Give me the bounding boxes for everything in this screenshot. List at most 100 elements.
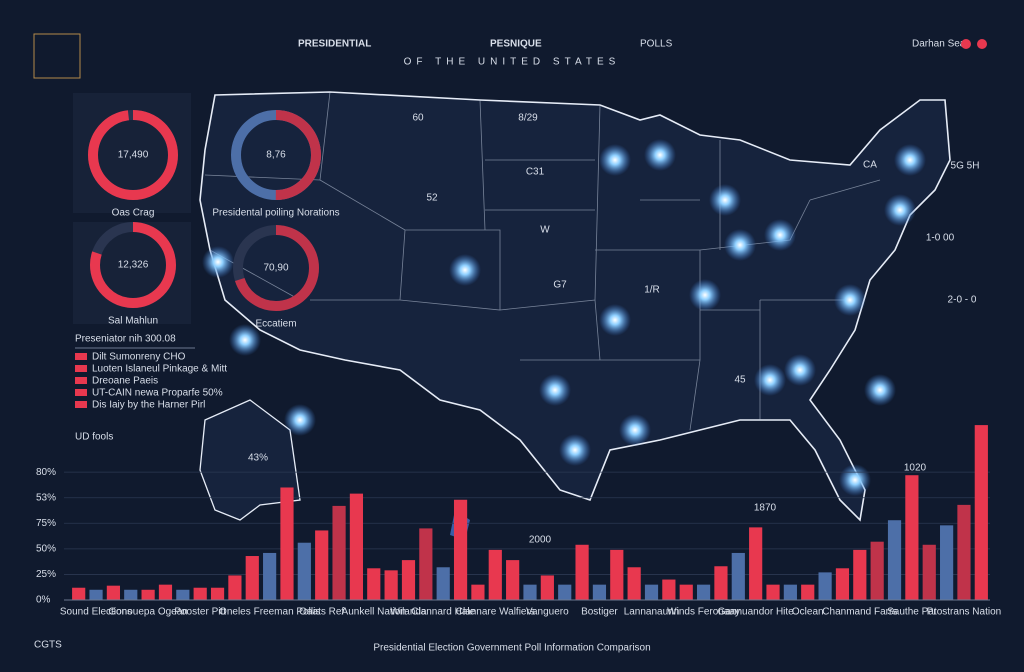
bar — [453, 499, 468, 600]
title: PESNIQUE — [490, 39, 542, 50]
city-glow — [599, 144, 631, 176]
donut-label: Oas Crag — [112, 208, 155, 219]
bar — [280, 487, 294, 600]
city-glow — [884, 194, 916, 226]
y-tick-label: 50% — [36, 543, 56, 554]
bar — [419, 528, 433, 600]
map-label: 45 — [734, 375, 746, 386]
bar — [662, 579, 676, 600]
title: PRESIDENTIAL — [298, 39, 371, 50]
bar — [731, 552, 745, 600]
bar — [210, 587, 225, 600]
legend-swatch — [75, 389, 87, 396]
x-tick-label: Bostiger — [581, 607, 618, 618]
bar — [141, 589, 155, 600]
y-tick-label: 0% — [36, 595, 51, 606]
city-glow — [724, 229, 756, 261]
bar — [558, 584, 572, 600]
bar — [801, 584, 815, 600]
x-tick-label: Vanguero — [526, 607, 569, 618]
donut-value: 12,326 — [118, 260, 149, 271]
bar — [592, 584, 607, 600]
legend-text: UT-CAIN newa Proparfe 50% — [92, 388, 223, 399]
map-label: 60 — [412, 113, 424, 124]
legend-text: Luoten Islaneul Pinkage & Mitt — [92, 364, 227, 375]
bar — [72, 587, 86, 600]
legend-text: Dis Iaiy by the Harner Pirl — [92, 400, 205, 411]
bar — [853, 549, 867, 600]
donut-label: Eccatiem — [255, 319, 296, 330]
map — [199, 91, 951, 540]
y-tick-label: 53% — [36, 492, 56, 503]
bar — [193, 587, 207, 600]
city-glow — [202, 246, 234, 278]
map-label: G7 — [553, 280, 567, 291]
dot — [961, 39, 971, 49]
map-label: 1-0 00 — [926, 233, 955, 244]
x-tick-label: Clannare Walfiers — [456, 607, 535, 618]
bar — [176, 589, 190, 600]
map-label: C31 — [526, 167, 545, 178]
y-tick-label: 80% — [36, 467, 56, 478]
bar — [957, 504, 971, 600]
donut-arc — [233, 225, 319, 311]
city-glow — [784, 354, 816, 386]
footer-note: Presidential Election Government Poll In… — [373, 643, 650, 654]
x-tick-label: Wilanda — [390, 607, 427, 618]
bar — [315, 530, 329, 600]
bar — [940, 525, 954, 600]
legend-swatch — [75, 401, 87, 408]
city-glow — [894, 144, 926, 176]
map-label: W — [540, 225, 550, 236]
city-glow — [644, 139, 676, 171]
bar — [627, 567, 641, 600]
bar — [297, 542, 311, 600]
annotation: 2000 — [529, 535, 552, 546]
donut-value: 70,90 — [263, 263, 288, 274]
legend-swatch — [75, 365, 87, 372]
map-label: 52 — [426, 193, 438, 204]
city-glow — [229, 324, 261, 356]
bar — [575, 544, 589, 600]
bar — [696, 584, 711, 600]
logo — [33, 33, 81, 79]
bar — [332, 505, 346, 600]
dot — [977, 39, 987, 49]
subtitle: OF THE UNITED STATES — [404, 57, 621, 68]
bar — [488, 549, 502, 600]
city-glow — [834, 284, 866, 316]
bar — [523, 584, 537, 600]
legend-text: Dreoane Paeis — [92, 376, 158, 387]
alaska — [199, 399, 301, 521]
x-tick-label: Oaats Ref — [299, 607, 344, 618]
bar — [158, 584, 173, 600]
city-glow — [764, 219, 796, 251]
corner-text: Darhan Sea — [912, 39, 966, 50]
donut-label: Sal Mahlun — [108, 316, 158, 327]
annotation: 1870 — [754, 503, 777, 514]
y-tick-label: 75% — [36, 518, 56, 529]
bar — [870, 541, 884, 600]
legend-text: Dilt Sumonreny CHO — [92, 352, 186, 363]
donut-value: 17,490 — [118, 150, 149, 161]
bar — [679, 584, 693, 600]
map-label: CA — [863, 160, 877, 171]
bar — [835, 568, 850, 600]
bar — [349, 493, 364, 600]
city-glow — [864, 374, 896, 406]
x-tick-label: Aunkell Nation — [342, 607, 406, 618]
footer-logo: CGTS — [34, 640, 62, 651]
donut-value: 8,76 — [266, 150, 286, 161]
bar — [766, 584, 780, 600]
title: POLLS — [640, 39, 673, 50]
map-label: 2-0 - 0 — [948, 295, 977, 306]
city-glow — [284, 404, 316, 436]
bar — [887, 520, 902, 600]
donut-label: Presidental poiling Norations — [212, 208, 339, 219]
annotation: 1020 — [904, 463, 927, 474]
x-tick-label: Chanmand Farrs — [822, 607, 897, 618]
bar — [540, 575, 554, 600]
map-label: 43% — [248, 453, 268, 464]
bar — [610, 549, 624, 600]
